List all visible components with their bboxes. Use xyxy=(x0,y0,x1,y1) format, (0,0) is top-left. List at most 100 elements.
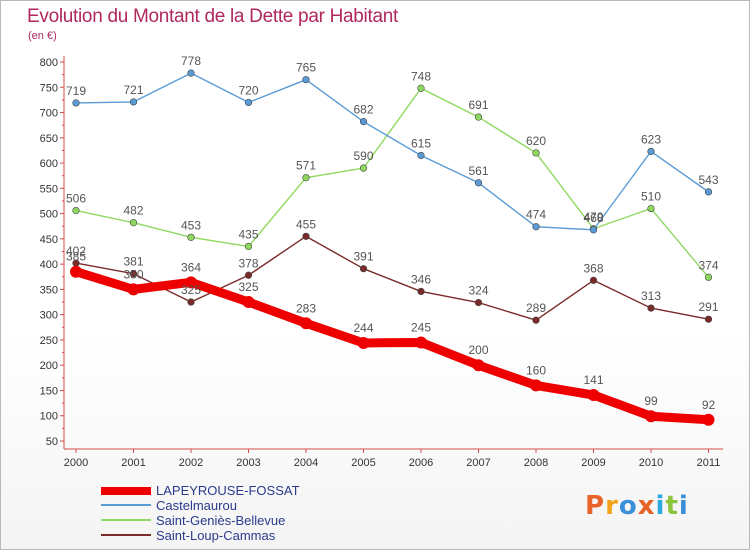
data-label: 455 xyxy=(296,217,316,231)
data-label: 244 xyxy=(353,321,373,335)
data-label: 510 xyxy=(641,190,661,204)
series-line-3 xyxy=(75,235,710,321)
data-point xyxy=(187,233,195,241)
data-label: 506 xyxy=(66,192,86,206)
data-label: 200 xyxy=(468,343,488,357)
data-label: 543 xyxy=(698,173,718,187)
data-point xyxy=(129,219,138,227)
y-tick-label: 500 xyxy=(40,209,58,221)
data-point xyxy=(645,410,657,423)
y-tick-label: 700 xyxy=(40,108,58,120)
data-point xyxy=(302,232,310,240)
data-point xyxy=(532,223,540,231)
x-tick-label: 2000 xyxy=(64,457,88,469)
x-tick-label: 2002 xyxy=(179,457,203,469)
data-label: 313 xyxy=(641,289,661,303)
data-point xyxy=(300,317,312,330)
y-tick-label: 750 xyxy=(40,82,58,94)
data-label: 325 xyxy=(181,283,201,297)
y-tick-label: 450 xyxy=(40,234,58,246)
y-tick-label: 300 xyxy=(40,310,58,322)
y-tick-label: 100 xyxy=(40,411,58,423)
data-label: 378 xyxy=(238,256,258,270)
logo-letter: P xyxy=(585,491,606,521)
data-label: 92 xyxy=(702,398,716,412)
data-label: 721 xyxy=(123,83,143,97)
data-label: 719 xyxy=(66,84,86,98)
data-label: 385 xyxy=(66,250,86,264)
data-label: 368 xyxy=(583,261,603,275)
y-tick-label: 550 xyxy=(40,183,58,195)
data-point xyxy=(587,389,600,402)
x-tick-label: 2009 xyxy=(581,457,605,469)
data-label: 381 xyxy=(123,255,143,269)
data-label: 482 xyxy=(123,204,143,218)
data-label: 571 xyxy=(296,159,316,173)
data-point xyxy=(474,179,483,187)
data-point xyxy=(302,76,310,84)
chart-axes: 50 100 150 200 250 300 350 400 450 500 550 600 650 70… xyxy=(40,56,723,469)
data-label: 765 xyxy=(296,61,316,75)
y-tick-label: 650 xyxy=(40,133,58,145)
y-tick-label: 200 xyxy=(40,360,58,372)
data-label: 590 xyxy=(353,149,373,163)
legend-swatch xyxy=(101,519,151,521)
legend-label: Saint-Loup-Cammas xyxy=(156,528,276,543)
data-point xyxy=(532,316,540,324)
data-point xyxy=(72,206,80,215)
data-point xyxy=(589,276,598,284)
data-point xyxy=(704,315,713,323)
y-tick-label: 150 xyxy=(40,385,58,397)
data-point xyxy=(472,359,485,372)
data-point xyxy=(242,296,255,309)
logo-letter: t xyxy=(665,491,679,521)
data-point xyxy=(415,336,427,349)
data-label: 289 xyxy=(526,301,546,315)
data-point xyxy=(647,204,655,213)
data-point xyxy=(417,287,425,296)
line-chart: 50 100 150 200 250 300 350 400 450 500 550 600 650 70… xyxy=(40,54,723,469)
data-labels: 402 381 325 378 455 391 346 324 289 368 313 291 506 4… xyxy=(66,54,719,412)
logo-letter: x xyxy=(637,491,656,521)
data-point xyxy=(185,276,197,289)
data-point xyxy=(187,69,195,77)
legend-swatch xyxy=(101,534,151,536)
data-label: 778 xyxy=(181,54,201,68)
x-tick-label: 2005 xyxy=(351,457,375,469)
data-point xyxy=(359,265,368,273)
series-line-0 xyxy=(71,267,713,425)
data-label: 325 xyxy=(238,280,258,294)
data-point xyxy=(127,283,140,296)
legend-swatch xyxy=(101,504,151,506)
data-label: 474 xyxy=(526,208,546,222)
data-point xyxy=(417,84,425,92)
data-label: 346 xyxy=(411,272,431,286)
data-point xyxy=(474,113,483,121)
x-tick-label: 2003 xyxy=(236,457,260,469)
y-tick-label: 50 xyxy=(46,436,58,448)
series-line-2 xyxy=(75,87,710,278)
data-point xyxy=(704,188,713,196)
data-label: 364 xyxy=(181,260,201,274)
data-label: 470 xyxy=(583,210,603,224)
data-point xyxy=(70,265,82,278)
x-tick-label: 2010 xyxy=(639,457,663,469)
data-point xyxy=(702,413,715,426)
y-tick-label: 350 xyxy=(40,284,58,296)
data-label: 620 xyxy=(526,134,546,148)
data-label: 615 xyxy=(411,136,431,150)
legend-label: Castelmaurou xyxy=(156,498,237,513)
chart-unit: (en €) xyxy=(28,30,57,42)
data-label: 291 xyxy=(698,300,718,314)
data-label: 720 xyxy=(238,83,258,97)
data-point xyxy=(359,118,368,126)
logo-letter: i xyxy=(655,491,666,521)
data-point xyxy=(647,304,655,312)
data-point xyxy=(530,379,542,392)
data-label: 691 xyxy=(468,98,488,112)
data-label: 453 xyxy=(181,218,201,232)
data-point xyxy=(244,98,253,107)
y-tick-label: 400 xyxy=(40,259,58,271)
data-point xyxy=(359,164,368,172)
